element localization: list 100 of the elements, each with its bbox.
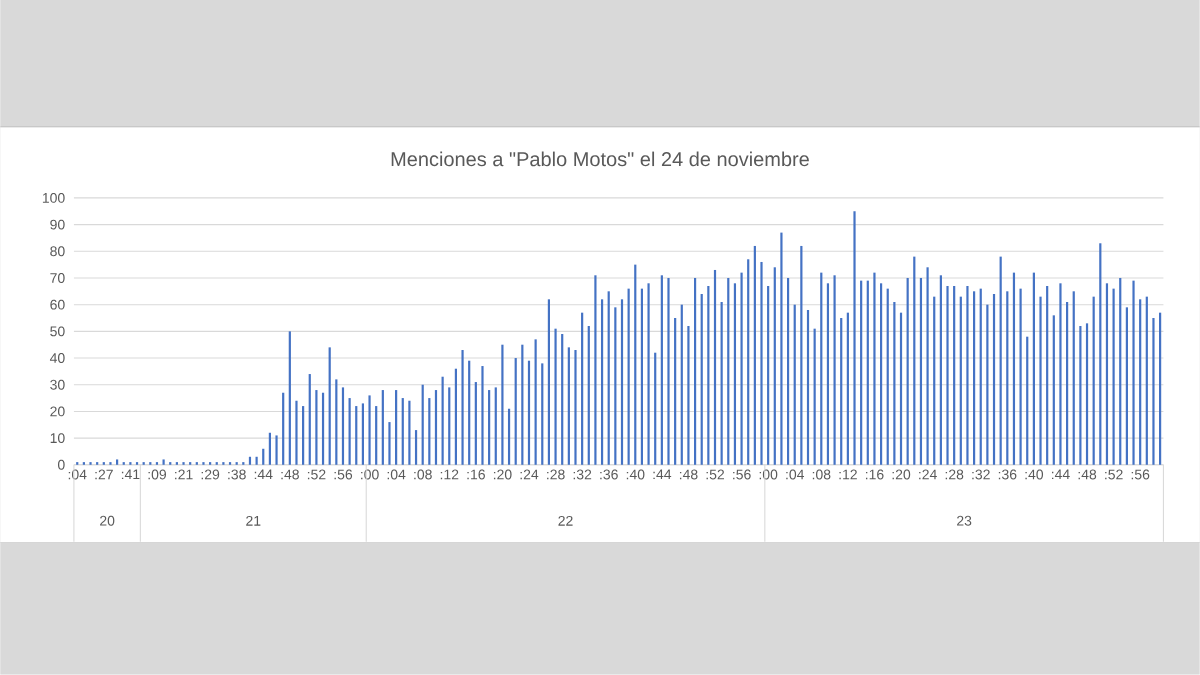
bar xyxy=(461,350,464,465)
bar xyxy=(1125,307,1128,465)
x-tick-label: :00 xyxy=(759,469,778,480)
y-tick-label: 60 xyxy=(50,299,65,310)
bar xyxy=(680,304,683,465)
x-tick-label: :24 xyxy=(919,469,937,480)
bar xyxy=(561,334,564,465)
bar xyxy=(527,360,531,465)
x-tick-label: :28 xyxy=(547,469,565,480)
bar xyxy=(89,462,92,465)
bar xyxy=(946,286,949,465)
bar xyxy=(302,406,305,465)
bar xyxy=(1046,286,1049,465)
bar xyxy=(687,326,690,465)
bar xyxy=(674,318,677,465)
bar xyxy=(1052,315,1055,465)
bar xyxy=(262,448,265,465)
bar xyxy=(926,267,929,465)
bar xyxy=(541,363,544,465)
bar xyxy=(693,278,697,465)
bar xyxy=(1119,278,1122,465)
bar xyxy=(209,462,212,465)
bar xyxy=(514,358,517,465)
bar xyxy=(1105,283,1109,465)
bar xyxy=(654,352,657,465)
bar xyxy=(760,262,763,465)
bar xyxy=(1079,326,1082,465)
bar xyxy=(375,406,378,465)
bar xyxy=(1012,272,1016,465)
bar xyxy=(1085,323,1089,465)
bar xyxy=(368,395,371,465)
bar xyxy=(501,344,504,465)
x-tick-label: :08 xyxy=(414,469,432,480)
x-tick-label: :48 xyxy=(281,469,299,480)
bar xyxy=(162,459,165,465)
x-tick-label: :56 xyxy=(733,469,751,480)
bar xyxy=(634,264,637,465)
bar xyxy=(242,462,245,465)
bar xyxy=(328,347,331,465)
bar xyxy=(222,462,225,465)
bar xyxy=(913,256,916,465)
x-tick-label: :38 xyxy=(228,469,246,480)
x-tick-label: :16 xyxy=(467,469,485,480)
bar xyxy=(953,286,956,465)
bar xyxy=(614,307,617,465)
text: 22 xyxy=(558,516,573,526)
bar xyxy=(82,462,85,465)
bar xyxy=(321,392,325,465)
bar xyxy=(481,366,484,465)
x-tick-label: :04 xyxy=(68,469,87,480)
x-tick-label: :29 xyxy=(201,469,220,480)
bar xyxy=(109,462,112,465)
bar xyxy=(1066,302,1069,465)
bar xyxy=(846,312,849,465)
bar xyxy=(395,390,398,465)
bar xyxy=(341,387,345,465)
bar xyxy=(966,286,969,465)
x-tick-label: :09 xyxy=(148,469,167,480)
x-tick-label: :44 xyxy=(1052,469,1070,480)
x-tick-label: :52 xyxy=(307,469,326,480)
bar xyxy=(959,296,962,465)
x-tick-label: :52 xyxy=(1105,469,1123,480)
bar xyxy=(972,291,976,465)
bar xyxy=(607,291,610,465)
x-tick-label: :20 xyxy=(493,469,512,480)
bar xyxy=(587,326,590,465)
bar xyxy=(155,462,159,465)
bar xyxy=(773,267,776,465)
x-tick-label: :04 xyxy=(387,469,406,480)
bar xyxy=(1145,296,1148,465)
x-tick-label: :27 xyxy=(95,469,113,480)
bar xyxy=(169,462,172,465)
bar xyxy=(308,374,311,465)
y-tick-label: 0 xyxy=(57,460,65,470)
text: 21 xyxy=(246,516,261,526)
bar xyxy=(893,302,896,465)
x-tick-label: :41 xyxy=(121,469,140,480)
bar xyxy=(195,462,198,465)
y-tick-label: 10 xyxy=(50,433,65,444)
bar xyxy=(1139,299,1142,465)
bar xyxy=(175,462,178,465)
x-tick-label: :56 xyxy=(334,469,353,480)
bar xyxy=(235,462,238,465)
bar xyxy=(534,339,537,465)
bar xyxy=(116,459,119,465)
bar xyxy=(474,382,477,465)
bar xyxy=(660,275,663,465)
bar xyxy=(408,400,411,465)
bar xyxy=(315,390,318,465)
bar xyxy=(826,283,830,465)
bar xyxy=(840,318,843,465)
bar xyxy=(547,299,551,465)
bar xyxy=(833,275,836,465)
bar xyxy=(733,283,737,465)
bar xyxy=(986,304,989,465)
x-tick-label: :44 xyxy=(254,469,273,480)
x-tick-label: :36 xyxy=(600,469,618,480)
bar xyxy=(1019,288,1022,465)
bar xyxy=(1092,296,1095,465)
x-tick-label: :08 xyxy=(812,469,831,480)
